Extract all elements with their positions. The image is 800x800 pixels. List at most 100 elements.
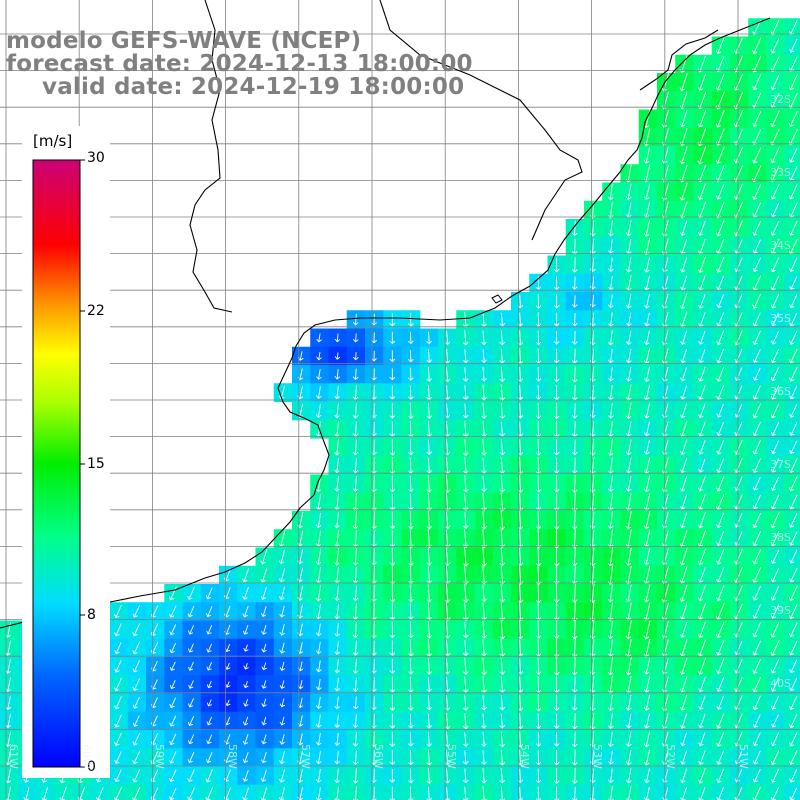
lon-label: 59W: [153, 744, 166, 769]
wind-arrow: [575, 295, 576, 307]
wind-arrow: [410, 694, 411, 710]
wind-arrow: [538, 547, 539, 565]
lat-label: 36S: [770, 385, 791, 398]
small-island: [491, 294, 503, 304]
wind-arrow: [538, 676, 539, 692]
wind-cell: [784, 657, 800, 676]
wind-cell: [784, 693, 800, 713]
wind-cell: [784, 766, 800, 786]
wind-arrow: [575, 749, 576, 765]
wind-cell: [784, 547, 800, 567]
wind-arrow: [410, 312, 411, 326]
wind-arrow: [538, 439, 539, 455]
lat-label: 39S: [770, 604, 791, 617]
wind-cell: [784, 638, 800, 658]
wind-arrow: [538, 475, 539, 492]
wind-cell: [784, 328, 800, 348]
wind-arrow: [410, 732, 411, 746]
wind-cell: [784, 711, 800, 731]
wind-arrow: [410, 768, 411, 783]
wind-arrow: [410, 750, 411, 765]
wind-cell: [784, 346, 800, 366]
wind-cell: [784, 492, 800, 512]
wind-cell: [784, 146, 800, 165]
wind-arrow: [575, 439, 576, 455]
wind-arrow: [356, 352, 357, 360]
wind-arrow: [575, 366, 576, 382]
wind-cell: [784, 419, 800, 439]
wind-arrow: [538, 420, 539, 437]
wind-cell: [784, 584, 800, 603]
wind-cell: [784, 292, 800, 311]
wind-cell: [784, 565, 800, 585]
wind-cell: [784, 365, 800, 384]
wind-cell: [784, 438, 800, 457]
lagoon-coast: [379, 0, 583, 241]
wind-arrow: [538, 456, 539, 474]
wind-arrow: [538, 621, 539, 638]
wind-cell: [784, 36, 800, 56]
wind-cell: [784, 401, 800, 421]
wind-arrow: [410, 603, 411, 620]
lon-label: 53W: [591, 744, 604, 769]
wind-arrow: [538, 694, 539, 711]
wind-arrow: [356, 333, 357, 342]
wind-arrow: [410, 457, 411, 473]
wind-arrow: [538, 713, 539, 728]
colorbar-tick-8: 8: [87, 607, 96, 623]
colorbar-unit: [m/s]: [33, 132, 73, 150]
wind-arrow: [410, 420, 411, 437]
wind-arrow: [575, 238, 576, 254]
wind-arrow: [538, 402, 539, 418]
lat-label: 32S: [770, 93, 791, 106]
wind-cell: [784, 109, 800, 129]
lat-label: 40S: [770, 677, 791, 690]
wind-arrow: [575, 421, 576, 436]
wind-arrow: [575, 767, 576, 783]
wind-arrow: [575, 220, 576, 236]
wind-arrow: [374, 566, 375, 583]
wind-arrow: [575, 457, 576, 474]
colorbar-tick-15: 15: [87, 456, 105, 472]
wind-arrow: [575, 786, 576, 800]
wind-arrow: [410, 439, 411, 455]
wind-arrow: [374, 493, 375, 510]
wind-arrow: [410, 786, 411, 800]
wind-arrow: [410, 676, 411, 693]
wind-cell: [784, 730, 800, 749]
forecast-date: forecast date: 2024-12-13 18:00:00: [6, 51, 473, 77]
wind-arrow: [575, 713, 576, 729]
lon-label: 57W: [299, 744, 312, 769]
wind-cell: [784, 511, 800, 530]
wind-arrow: [575, 403, 576, 418]
wind-cell: [784, 255, 800, 275]
wind-arrow: [575, 312, 576, 326]
wind-arrow: [575, 676, 576, 692]
wind-cell: [784, 273, 800, 293]
colorbar: [32, 159, 81, 768]
colorbar-tick-30: 30: [87, 150, 105, 166]
wind-arrow: [575, 695, 576, 710]
wind-arrow: [410, 493, 411, 510]
lon-label: 51W: [737, 744, 750, 769]
wind-cell: [784, 182, 800, 202]
wind-arrow: [575, 257, 576, 272]
lat-label: 38S: [770, 531, 791, 544]
lon-label: 54W: [518, 744, 531, 769]
wind-arrow: [410, 367, 411, 380]
lon-label: 58W: [226, 744, 239, 769]
wind-arrow: [410, 402, 411, 419]
wind-arrow: [538, 493, 539, 510]
wind-arrow: [538, 657, 539, 674]
model-title: modelo GEFS-WAVE (NCEP): [6, 28, 362, 54]
lat-label: 35S: [770, 312, 791, 325]
lon-label: 61W: [7, 744, 20, 769]
wind-arrow: [538, 565, 539, 584]
wind-arrow: [575, 384, 576, 400]
wind-arrow: [538, 529, 539, 547]
wind-cell: [784, 748, 800, 768]
colorbar-tick-22: 22: [87, 303, 105, 319]
wind-arrow: [538, 639, 539, 656]
